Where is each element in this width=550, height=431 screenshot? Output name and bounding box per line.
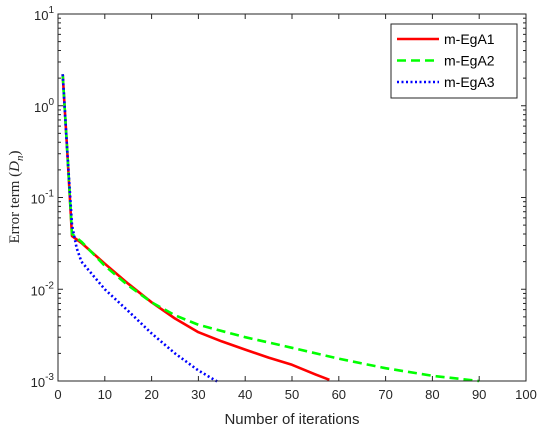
y-tick-label-4: 101 bbox=[34, 5, 54, 23]
y-tick-label-exponent: -2 bbox=[45, 280, 54, 291]
x-tick-labels: 0 10 20 30 40 50 60 70 80 90 100 bbox=[54, 387, 536, 402]
x-tick-label-5: 50 bbox=[285, 387, 299, 402]
legend-entries: m-EgA1 m-EgA2 m-EgA3 bbox=[397, 31, 495, 90]
y-tick-label-exponent: 1 bbox=[48, 5, 54, 16]
y-axis-label-text: Error term bbox=[7, 180, 23, 243]
y-axis-label-subscript: n bbox=[14, 155, 26, 161]
x-tick-label-3: 30 bbox=[191, 387, 205, 402]
legend-label-1: m-EgA1 bbox=[444, 31, 495, 47]
y-tick-label-2: 10-1 bbox=[31, 189, 55, 207]
legend-label-3: m-EgA3 bbox=[444, 74, 495, 90]
x-tick-label-10: 100 bbox=[515, 387, 537, 402]
y-tick-label-base: 10 bbox=[34, 8, 48, 23]
series-layer bbox=[61, 74, 480, 383]
legend-label-2: m-EgA2 bbox=[444, 53, 495, 69]
series-line-3 bbox=[61, 74, 218, 383]
x-tick-label-1: 10 bbox=[98, 387, 112, 402]
ticks-layer bbox=[57, 14, 527, 382]
x-tick-label-0: 0 bbox=[54, 387, 61, 402]
y-tick-label-1: 10-2 bbox=[31, 280, 55, 298]
legend: m-EgA1 m-EgA2 m-EgA3 bbox=[390, 23, 518, 99]
y-tick-label-base: 10 bbox=[34, 100, 48, 115]
y-axis-label-symbol: D bbox=[7, 161, 23, 173]
y-tick-label-0: 10-3 bbox=[31, 372, 55, 390]
y-tick-label-base: 10 bbox=[31, 192, 45, 207]
x-tick-label-4: 40 bbox=[238, 387, 252, 402]
x-tick-label-6: 60 bbox=[332, 387, 346, 402]
series-line-1 bbox=[61, 74, 330, 382]
y-axis-label: Error term (Dn) bbox=[7, 151, 26, 244]
y-tick-label-exponent: 0 bbox=[48, 97, 54, 108]
y-tick-label-base: 10 bbox=[31, 375, 45, 390]
y-axis-label-close: ) bbox=[7, 151, 23, 156]
x-tick-label-8: 80 bbox=[425, 387, 439, 402]
series-line-2 bbox=[61, 74, 480, 383]
y-tick-label-exponent: -1 bbox=[45, 189, 54, 200]
x-axis-label: Number of iterations bbox=[224, 411, 359, 428]
y-tick-label-exponent: -3 bbox=[45, 372, 54, 383]
y-tick-label-3: 100 bbox=[34, 97, 54, 115]
x-tick-label-2: 20 bbox=[144, 387, 158, 402]
x-tick-label-9: 90 bbox=[472, 387, 486, 402]
y-tick-label-base: 10 bbox=[31, 283, 45, 298]
x-tick-label-7: 70 bbox=[378, 387, 392, 402]
